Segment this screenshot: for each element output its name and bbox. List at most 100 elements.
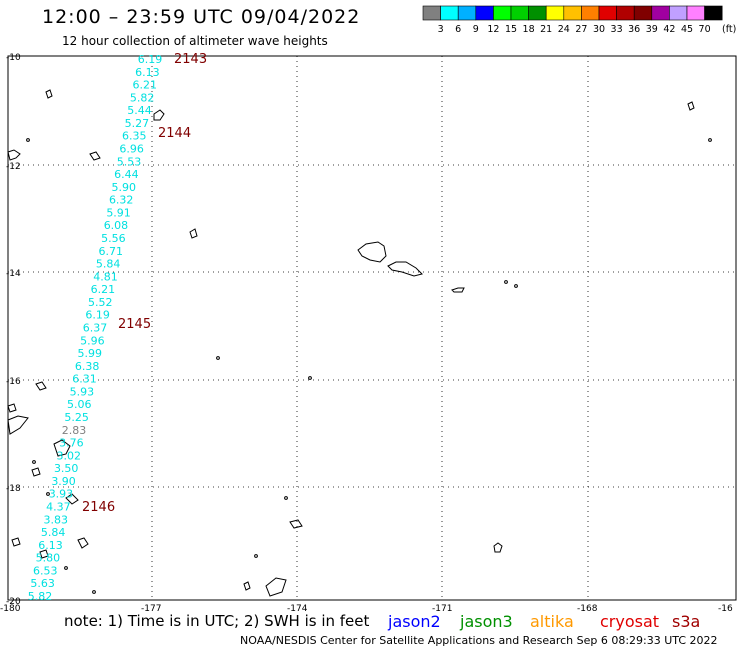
track-orbit-label: 2143 xyxy=(174,52,207,67)
island-outline xyxy=(451,287,465,293)
islet-outline xyxy=(92,590,96,594)
island-outline xyxy=(289,519,303,529)
wave-height-value: 6.32 xyxy=(109,194,134,207)
islet-outline xyxy=(504,280,508,284)
wave-height-value: 5.96 xyxy=(80,334,105,347)
scale-label: 36 xyxy=(628,24,640,35)
island-outline xyxy=(7,403,17,413)
island-outline xyxy=(11,537,21,547)
units-note: note: 1) Time is in UTC; 2) SWH is in fe… xyxy=(64,612,370,630)
lat-lon-grid xyxy=(7,55,737,601)
map-subtitle: 12 hour collection of altimeter wave hei… xyxy=(62,34,328,48)
scale-label: 15 xyxy=(505,24,517,35)
scale-label: 18 xyxy=(523,24,535,35)
latitude-label: -14 xyxy=(6,269,21,279)
islet-outline xyxy=(254,554,258,558)
scale-swatch xyxy=(704,5,723,21)
longitude-label: -174 xyxy=(287,604,308,614)
wave-height-value: 3.83 xyxy=(43,513,68,526)
wave-height-value: 3.90 xyxy=(51,475,76,488)
islet-outline xyxy=(26,138,30,142)
latitude-label: -20 xyxy=(6,597,21,607)
wave-height-value: 6.21 xyxy=(91,283,116,296)
latitude-label: -18 xyxy=(6,484,21,494)
axis-labels: -10 -12 -14 -16 -18 -20-180 -177 -174 -171 -168 -1… xyxy=(0,53,733,614)
credit-line: NOAA/NESDIS Center for Satellite Applica… xyxy=(240,634,718,647)
islet-outline xyxy=(308,376,312,380)
latitude-label: -12 xyxy=(6,162,21,172)
wave-height-value: 5.91 xyxy=(106,206,131,219)
wave-height-value: 6.37 xyxy=(83,322,108,335)
wave-height-value: 4.37 xyxy=(46,501,71,514)
island-outline xyxy=(89,151,101,161)
islet-outline xyxy=(708,138,712,142)
wave-height-value: 5.93 xyxy=(70,385,95,398)
wave-height-value: 6.96 xyxy=(119,143,144,156)
satellite-altika: altika xyxy=(530,612,574,631)
islet-outline xyxy=(514,284,518,288)
islet-outline xyxy=(284,496,288,500)
map-title: 12:00 – 23:59 UTC 09/04/2022 xyxy=(42,6,361,28)
wave-height-value: 5.82 xyxy=(28,590,53,603)
wave-height-value: 5.82 xyxy=(130,91,155,104)
track-orbit-label: 2144 xyxy=(158,126,191,141)
satellite-jason3: jason3 xyxy=(460,612,513,631)
wave-height-value: 5.80 xyxy=(36,552,61,565)
scale-label: 24 xyxy=(558,24,570,35)
track-orbit-label: 2145 xyxy=(118,317,151,332)
wave-height-value: 3.02 xyxy=(57,449,82,462)
wave-height-value: 5.90 xyxy=(112,181,137,194)
islet-outline xyxy=(32,460,36,464)
island-outline xyxy=(153,109,165,121)
island-outline xyxy=(45,89,53,99)
islet-outline xyxy=(46,492,50,496)
longitude-label: -168 xyxy=(577,604,598,614)
scale-label: 45 xyxy=(681,24,693,35)
wave-height-value: 4.81 xyxy=(93,270,118,283)
wave-height-value: 5.52 xyxy=(88,296,113,309)
island-outline xyxy=(77,537,89,549)
wave-height-value: 5.63 xyxy=(30,577,55,590)
island-outline xyxy=(189,228,198,239)
island-outline xyxy=(687,101,695,111)
longitude-label: -180 xyxy=(0,604,21,614)
island-outline xyxy=(31,467,41,477)
wave-height-value: 6.35 xyxy=(122,130,147,143)
wave-height-value: 5.06 xyxy=(67,398,92,411)
wave-height-value: 5.84 xyxy=(41,526,66,539)
wave-height-value: 6.31 xyxy=(72,373,97,386)
wave-height-value: 5.25 xyxy=(64,411,89,424)
scale-label: 3 xyxy=(438,24,444,35)
wave-height-value: 6.38 xyxy=(75,360,100,373)
wave-height-value: 6.19 xyxy=(85,309,110,322)
island-outline xyxy=(53,439,71,457)
wave-height-value: 5.99 xyxy=(78,347,103,360)
island-outline xyxy=(7,415,29,435)
scale-label: 33 xyxy=(611,24,623,35)
wave-height-value: 6.19 xyxy=(138,53,163,66)
satellite-jason2: jason2 xyxy=(388,612,441,631)
island-outline xyxy=(265,577,287,597)
track-orbit-label: 2146 xyxy=(82,500,115,515)
wave-height-value: 5.56 xyxy=(101,232,126,245)
map-frame xyxy=(7,55,737,601)
island-outline xyxy=(39,549,49,559)
wave-height-value: 6.13 xyxy=(135,66,160,79)
islet-outline xyxy=(216,356,220,360)
wave-height-value: 3.76 xyxy=(59,437,84,450)
wave-height-value: 5.27 xyxy=(125,117,150,130)
scale-unit: (ft) xyxy=(722,24,736,35)
scale-label: 21 xyxy=(540,24,552,35)
longitude-label: -177 xyxy=(141,604,161,614)
scale-label: 9 xyxy=(473,24,479,35)
satellite-cryosat: cryosat xyxy=(600,612,660,631)
wave-height-value: 5.53 xyxy=(117,155,142,168)
wave-height-value: 6.44 xyxy=(114,168,139,181)
wave-height-value: 3.93 xyxy=(49,488,74,501)
wave-height-value: 6.53 xyxy=(33,564,58,577)
scale-label: 27 xyxy=(575,24,587,35)
wave-height-value: 5.84 xyxy=(96,258,121,271)
coastlines xyxy=(7,89,712,597)
wave-height-value: 6.13 xyxy=(38,539,63,552)
